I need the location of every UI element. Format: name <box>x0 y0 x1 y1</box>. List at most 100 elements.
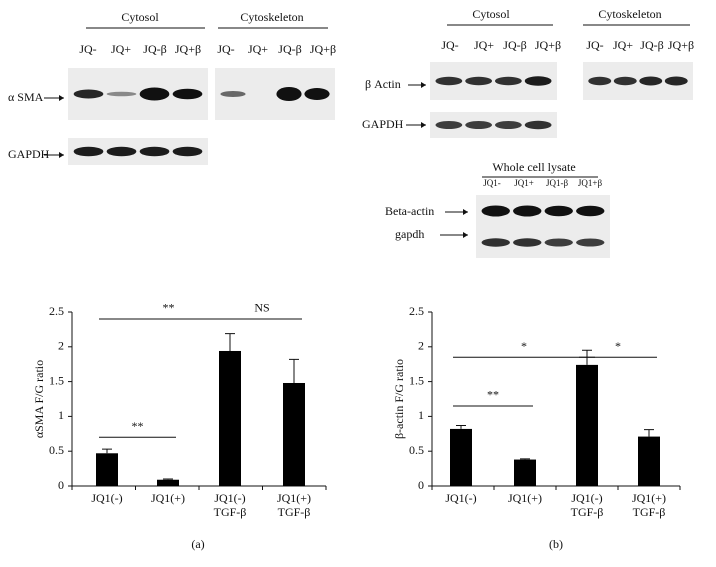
y-tick-label: 0 <box>58 478 64 492</box>
y-tick-label: 0.5 <box>409 443 424 457</box>
arrow-head <box>421 122 426 128</box>
y-tick-label: 1 <box>58 408 64 422</box>
bar <box>157 479 179 486</box>
blot-band <box>172 88 203 100</box>
blot-band <box>481 238 510 247</box>
lane-label: JQ+ <box>248 42 268 56</box>
y-tick-label: 2 <box>418 339 424 353</box>
blot-row-label: GAPDH <box>362 117 404 131</box>
blot-band <box>435 76 463 86</box>
x-tick-label: TGF-β <box>278 505 311 519</box>
lane-label: JQ-β <box>143 42 166 56</box>
lane-label: JQ- <box>217 42 234 56</box>
blot-row-label: Beta-actin <box>385 204 434 218</box>
lane-label: JQ+ <box>474 38 494 52</box>
significance-label: NS <box>254 301 269 315</box>
error-bar <box>289 358 299 383</box>
panel-label: (a) <box>191 537 204 551</box>
blot-band <box>220 91 246 97</box>
x-tick-label: JQ1(-) <box>214 491 245 505</box>
blot-band <box>304 88 330 100</box>
y-tick-label: 0 <box>418 478 424 492</box>
x-tick-label: JQ1(-) <box>91 491 122 505</box>
x-tick-label: JQ1(+) <box>632 491 666 505</box>
blot-band <box>73 89 104 99</box>
blot-band <box>613 76 637 86</box>
arrow-head <box>463 209 468 215</box>
bar <box>514 459 536 486</box>
blot-band <box>139 146 170 157</box>
y-tick-label: 1.5 <box>49 373 64 387</box>
y-axis-label: β-actin F/G ratio <box>392 359 406 439</box>
blot-band <box>276 87 302 101</box>
x-tick-label: JQ1(+) <box>151 491 185 505</box>
blot-group-title: Whole cell lysate <box>492 160 575 174</box>
x-tick-label: JQ1(-) <box>571 491 602 505</box>
lane-label: JQ1- <box>483 178 501 188</box>
blot-band <box>544 238 573 247</box>
lane-label: JQ-β <box>503 38 526 52</box>
blot-band <box>465 76 493 86</box>
blot-band <box>588 76 612 86</box>
blot-band <box>172 146 203 157</box>
error-bar <box>163 478 173 480</box>
significance-label: ** <box>132 419 144 433</box>
y-axis-label: αSMA F/G ratio <box>32 360 46 438</box>
significance-label: * <box>521 339 527 353</box>
blot-band <box>494 76 522 86</box>
x-tick-label: JQ1(+) <box>277 491 311 505</box>
blot-band <box>513 238 542 247</box>
blot-band <box>524 76 552 86</box>
lane-label: JQ-β <box>640 38 663 52</box>
significance-label: ** <box>487 388 499 402</box>
significance-label: * <box>615 339 621 353</box>
lane-label: JQ- <box>441 38 458 52</box>
x-tick-label: JQ1(-) <box>445 491 476 505</box>
error-bar <box>225 333 235 351</box>
blot-band <box>544 205 573 217</box>
lane-label: JQ- <box>79 42 96 56</box>
blot-band <box>481 205 510 217</box>
lane-label: JQ+ <box>613 38 633 52</box>
blot-row-label: GAPDH <box>8 147 50 161</box>
y-tick-label: 0.5 <box>49 443 64 457</box>
arrow-head <box>59 95 64 101</box>
error-bar <box>102 448 112 454</box>
error-bar <box>520 458 530 460</box>
blot-band <box>465 121 493 129</box>
y-tick-label: 2.5 <box>409 304 424 318</box>
lane-label: JQ+β <box>535 38 561 52</box>
x-tick-label: TGF-β <box>633 505 666 519</box>
arrow-head <box>59 152 64 158</box>
lane-label: JQ1+ <box>514 178 534 188</box>
blot-band <box>576 205 605 217</box>
y-tick-label: 1.5 <box>409 373 424 387</box>
x-tick-label: TGF-β <box>214 505 247 519</box>
blot-band <box>73 146 104 157</box>
error-bar <box>644 429 654 437</box>
y-tick-label: 2.5 <box>49 304 64 318</box>
blot-band <box>639 76 663 86</box>
blot-band <box>435 121 463 129</box>
blot-band <box>106 91 137 97</box>
lane-label: JQ+β <box>175 42 201 56</box>
blot-row-label: β Actin <box>365 77 401 91</box>
blot-band <box>494 121 522 129</box>
blot-row-label: α SMA <box>8 90 44 104</box>
blot-group-title: Cytoskeleton <box>598 7 661 21</box>
blot-band <box>664 76 688 86</box>
x-tick-label: JQ1(+) <box>508 491 542 505</box>
arrow-head <box>421 82 426 88</box>
blot-band <box>139 87 170 101</box>
bar <box>450 428 472 486</box>
bar <box>638 436 660 486</box>
bar <box>283 382 305 486</box>
significance-label: ** <box>163 301 175 315</box>
x-tick-label: TGF-β <box>571 505 604 519</box>
bar <box>576 364 598 486</box>
blot-band <box>106 146 137 157</box>
arrow-head <box>463 232 468 238</box>
blot-band <box>576 238 605 247</box>
lane-label: JQ+ <box>111 42 131 56</box>
